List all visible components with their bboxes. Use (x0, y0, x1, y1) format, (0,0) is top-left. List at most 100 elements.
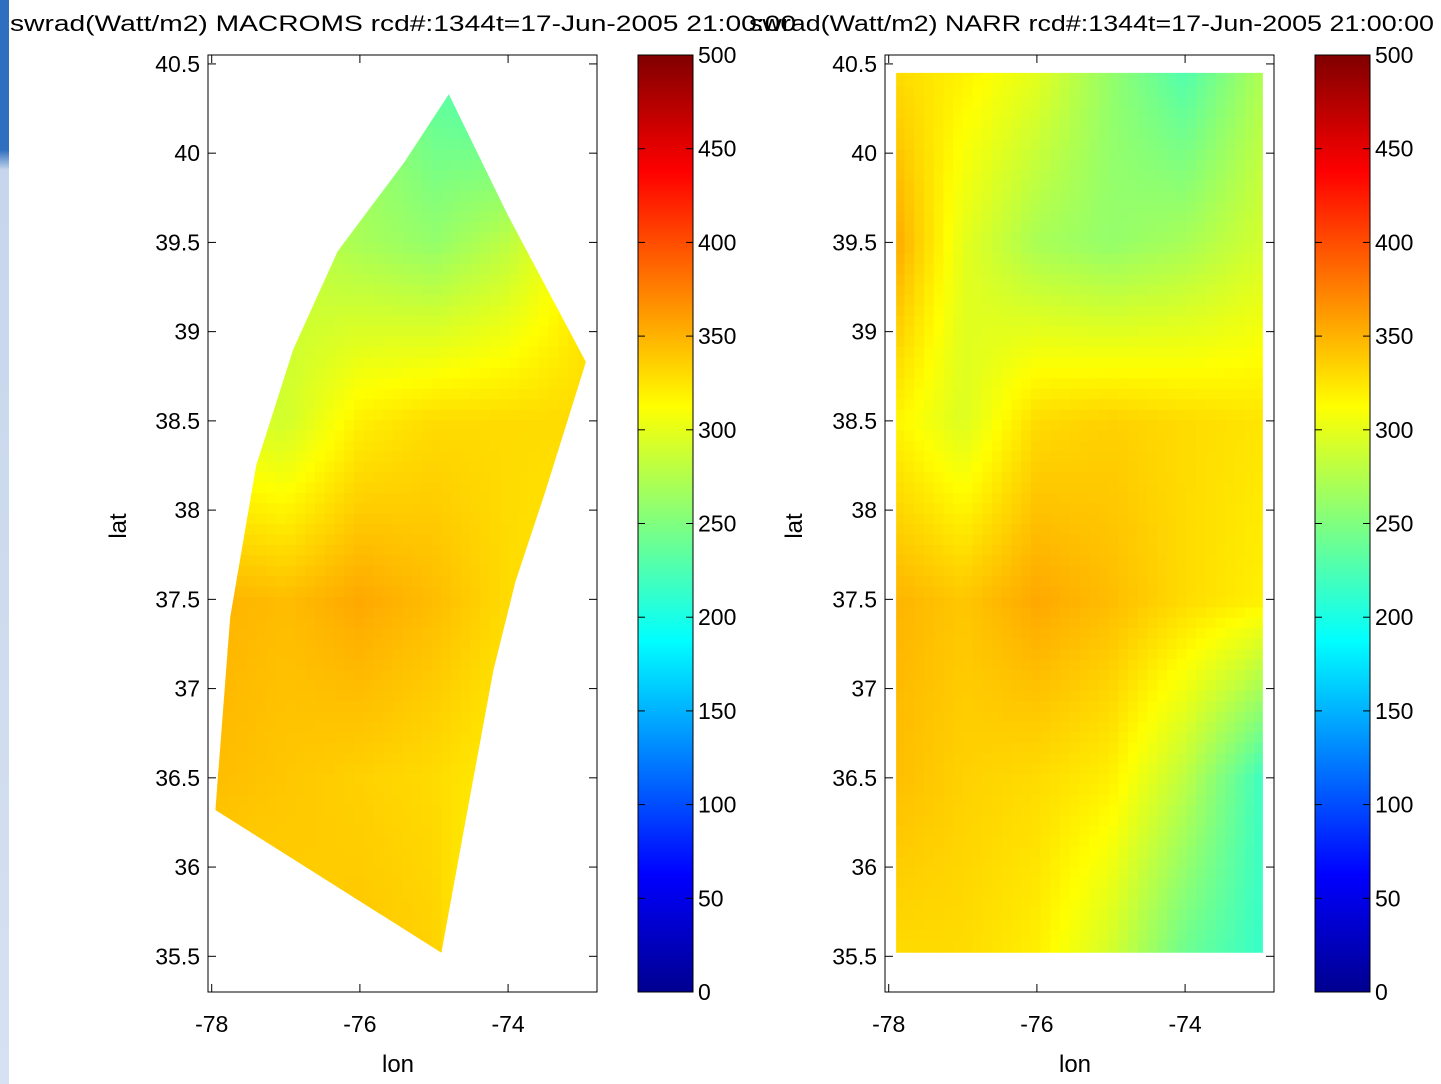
narr-field-cell (1011, 898, 1022, 910)
macroms-field-cell (215, 367, 219, 379)
macroms-field-cell (471, 971, 481, 982)
macroms-field-cell (324, 856, 336, 868)
narr-field-cell (1021, 773, 1032, 785)
macroms-field-cell (480, 117, 491, 129)
macroms-field-cell (421, 606, 433, 618)
macroms-field-cell (392, 179, 404, 191)
narr-field-cell (943, 700, 954, 712)
macroms-field-cell (499, 585, 511, 597)
macroms-field-cell (353, 690, 365, 702)
macroms-field-cell (215, 492, 219, 504)
macroms-field-cell (490, 231, 501, 243)
narr-field-cell (1186, 762, 1197, 774)
macroms-field-cell (403, 65, 413, 76)
macroms-field-cell (305, 565, 316, 577)
macroms-field-cell (548, 252, 559, 264)
narr-field-cell (1089, 825, 1100, 837)
macroms-field-cell (266, 127, 277, 139)
narr-field-cell (1128, 867, 1139, 879)
macroms-field-cell (460, 159, 472, 171)
macroms-field-cell (490, 794, 501, 806)
macroms-field-cell (431, 721, 442, 733)
narr-field-cell (943, 961, 953, 972)
narr-field-cell (1147, 700, 1158, 712)
macroms-field-cell (538, 585, 549, 597)
narr-field-cell (896, 846, 906, 858)
macroms-field-cell (577, 107, 586, 119)
macroms-field-cell (577, 742, 586, 754)
macroms-field-cell (246, 419, 258, 431)
macroms-field-cell (227, 471, 238, 483)
macroms-field-cell (402, 669, 413, 681)
macroms-field-cell (373, 179, 384, 191)
macroms-field-cell (363, 471, 374, 483)
narr-field-cell (1235, 939, 1246, 951)
macroms-field-cell (215, 617, 219, 629)
narr-field-cell (962, 856, 974, 868)
macroms-field-cell (402, 606, 413, 618)
macroms-field-cell (295, 190, 306, 202)
macroms-field-cell (548, 929, 559, 941)
macroms-field-cell (237, 783, 248, 795)
macroms-field-cell (276, 294, 287, 306)
narr-field-cell (1167, 731, 1178, 743)
macroms-field-cell (548, 971, 558, 982)
macroms-field-cell (578, 982, 588, 993)
macroms-field-cell (528, 856, 540, 868)
macroms-field-cell (499, 742, 511, 754)
macroms-field-cell (509, 846, 520, 858)
macroms-field-cell (538, 148, 549, 160)
macroms-field-cell (431, 169, 442, 181)
macroms-field-cell (558, 190, 569, 202)
narr-field-cell (1264, 930, 1274, 941)
macroms-field-cell (480, 606, 491, 618)
macroms-field-cell (499, 544, 511, 556)
narr-field-cell (1215, 804, 1226, 816)
macroms-field-cell (324, 127, 336, 139)
macroms-field-cell (558, 200, 569, 212)
macroms-field-cell (412, 554, 423, 566)
macroms-field-cell (519, 315, 530, 327)
macroms-field-cell (285, 825, 297, 837)
macroms-field-cell (305, 294, 316, 306)
narr-field-cell (1167, 815, 1178, 827)
macroms-field-cell (266, 638, 277, 650)
macroms-field-cell (499, 94, 511, 98)
macroms-field-cell (528, 169, 540, 181)
macroms-field-cell (567, 346, 579, 358)
macroms-field-cell (363, 554, 374, 566)
macroms-field-cell (227, 263, 238, 275)
macroms-field-cell (266, 231, 277, 243)
narr-field-cell (1060, 856, 1071, 868)
macroms-field-cell (314, 762, 326, 774)
macroms-field-cell (587, 357, 597, 368)
macroms-field-cell (480, 575, 491, 587)
macroms-field-cell (509, 606, 520, 618)
macroms-field-cell (490, 982, 500, 993)
narr-field-cell (885, 919, 895, 930)
macroms-field-cell (558, 419, 569, 431)
macroms-field-cell (480, 65, 490, 76)
macroms-field-cell (441, 284, 452, 296)
macroms-field-cell (480, 471, 491, 483)
macroms-field-cell (373, 65, 383, 76)
narr-field-cell (1079, 898, 1090, 910)
narr-field-cell (991, 658, 1003, 670)
macroms-field-cell (509, 294, 520, 306)
macroms-field-cell (215, 554, 219, 566)
macroms-field-cell (567, 929, 579, 941)
macroms-field-cell (392, 742, 404, 754)
narr-field-cell (1060, 773, 1071, 785)
narr-field-cell (1040, 835, 1051, 847)
narr-field-cell (1118, 929, 1129, 941)
macroms-field-cell (587, 294, 597, 305)
macroms-field-cell (295, 419, 306, 431)
macroms-field-cell (548, 127, 559, 139)
narr-field-cell (943, 804, 954, 816)
macroms-field-cell (587, 159, 597, 170)
macroms-field-cell (246, 617, 258, 629)
macroms-field-cell (363, 481, 374, 493)
narr-field-cell (1137, 919, 1149, 931)
narr-field-cell (1001, 648, 1013, 660)
macroms-field-cell (460, 700, 472, 712)
